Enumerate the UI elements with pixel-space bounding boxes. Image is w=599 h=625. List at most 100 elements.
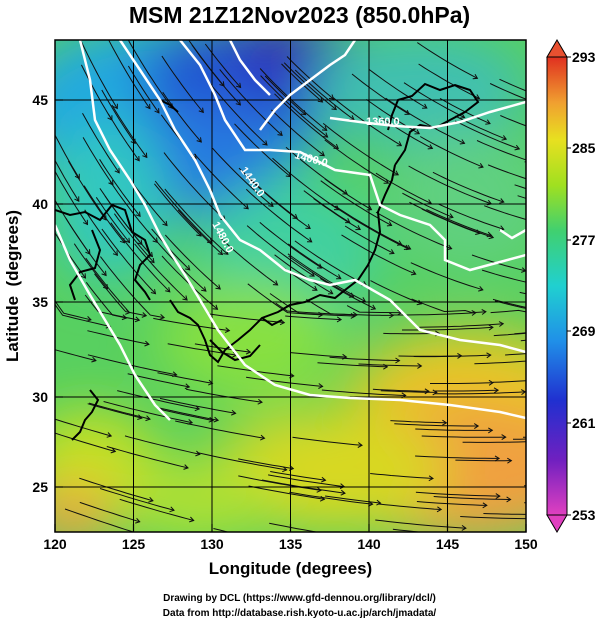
streamline (99, 488, 175, 511)
streamline (375, 211, 452, 250)
streamline-arrowhead (542, 439, 546, 444)
streamline-arrowhead (590, 266, 594, 271)
streamline (417, 42, 478, 79)
streamline-arrowhead (473, 423, 480, 430)
streamline (490, 309, 526, 314)
streamline-arrowhead (86, 316, 92, 322)
streamline-arrowhead (459, 139, 466, 145)
streamline (55, 170, 88, 225)
streamline (455, 459, 512, 462)
streamline-arrowhead (154, 108, 160, 114)
streamline (341, 234, 416, 275)
streamline-arrowhead (262, 140, 268, 146)
streamline (163, 152, 226, 221)
streamline (119, 498, 194, 521)
streamline-arrowhead (537, 180, 542, 185)
streamline (418, 63, 480, 99)
streamline (194, 343, 251, 353)
y-tick-labels: 25 30 35 40 45 (32, 92, 48, 495)
streamline-arrowhead (494, 455, 501, 462)
map-title: MSM 21Z12Nov2023 (850.0hPa) (128, 2, 471, 28)
streamline (264, 75, 306, 116)
streamline-arrowhead (112, 250, 118, 257)
streamline (372, 388, 429, 392)
streamline-arrowhead (110, 447, 117, 454)
streamline (487, 164, 526, 180)
streamline-arrowhead (424, 388, 430, 395)
streamline (346, 305, 402, 314)
streamline-arrowhead (583, 482, 587, 487)
streamline (514, 332, 526, 335)
streamline-arrowhead (243, 204, 249, 210)
streamline (177, 209, 223, 255)
streamline-arrowhead (144, 340, 150, 347)
streamline (481, 269, 526, 283)
streamline-arrowhead (416, 299, 423, 306)
streamline-arrowhead (493, 387, 500, 394)
streamline (67, 160, 107, 221)
streamline (325, 495, 381, 504)
streamline-arrowhead (417, 362, 423, 369)
streamline-arrowhead (245, 348, 252, 355)
streamline-arrowhead (448, 213, 454, 219)
streamline-arrowhead (312, 285, 318, 291)
streamline-arrowhead (383, 178, 390, 184)
streamline-arrowhead (149, 257, 155, 264)
streamline-arrowhead (107, 115, 113, 121)
streamline-arrowhead (386, 221, 393, 227)
streamline (454, 120, 520, 150)
streamline (415, 428, 493, 431)
streamline-arrowhead (336, 274, 342, 280)
streamline-arrowhead (488, 427, 494, 434)
streamline (127, 373, 190, 388)
streamline-arrowhead (124, 237, 131, 244)
streamline (408, 165, 492, 205)
streamline (317, 362, 388, 368)
streamline (85, 282, 127, 319)
streamline-arrowhead (172, 371, 178, 378)
streamline-arrowhead (159, 314, 166, 320)
streamline-arrowhead (501, 135, 508, 141)
y-tick-label: 40 (32, 196, 48, 212)
streamline (194, 153, 249, 210)
streamline (157, 372, 213, 384)
streamline-arrowhead (196, 231, 202, 237)
streamline (209, 83, 268, 146)
streamline-arrowhead (396, 141, 403, 147)
streamline-arrowhead (488, 379, 494, 386)
streamline (95, 197, 130, 243)
streamline (416, 501, 487, 506)
streamline (483, 513, 526, 515)
streamline-arrowhead (331, 104, 337, 111)
streamline-arrowhead (322, 132, 329, 138)
streamline-arrowhead (121, 314, 128, 321)
streamline-arrowhead (317, 263, 323, 269)
streamline-arrowhead (224, 327, 231, 333)
streamline (82, 112, 120, 174)
streamline (402, 192, 454, 218)
streamline-arrowhead (427, 144, 434, 150)
streamline (283, 62, 337, 110)
streamline (238, 167, 298, 219)
streamline (188, 40, 225, 87)
streamline-arrowhead (410, 270, 417, 276)
streamline-arrowhead (277, 130, 283, 137)
streamline-arrowhead (184, 383, 191, 390)
streamline-arrowhead (137, 414, 143, 420)
x-tick-label: 145 (436, 536, 460, 552)
streamline (272, 157, 339, 211)
streamline (159, 397, 236, 414)
streamline (489, 83, 526, 100)
streamline-arrowhead (152, 237, 158, 243)
streamline-arrowhead (478, 163, 484, 169)
streamline (287, 243, 342, 280)
streamline-arrowhead (282, 466, 288, 473)
streamline (324, 178, 372, 211)
streamline (175, 420, 265, 439)
streamline (462, 441, 526, 443)
streamline-arrowhead (162, 220, 168, 227)
streamline-arrowhead (506, 496, 512, 503)
streamline-arrowhead (74, 196, 80, 203)
streamline-arrowhead (125, 309, 131, 315)
streamline-arrowhead (539, 283, 543, 288)
